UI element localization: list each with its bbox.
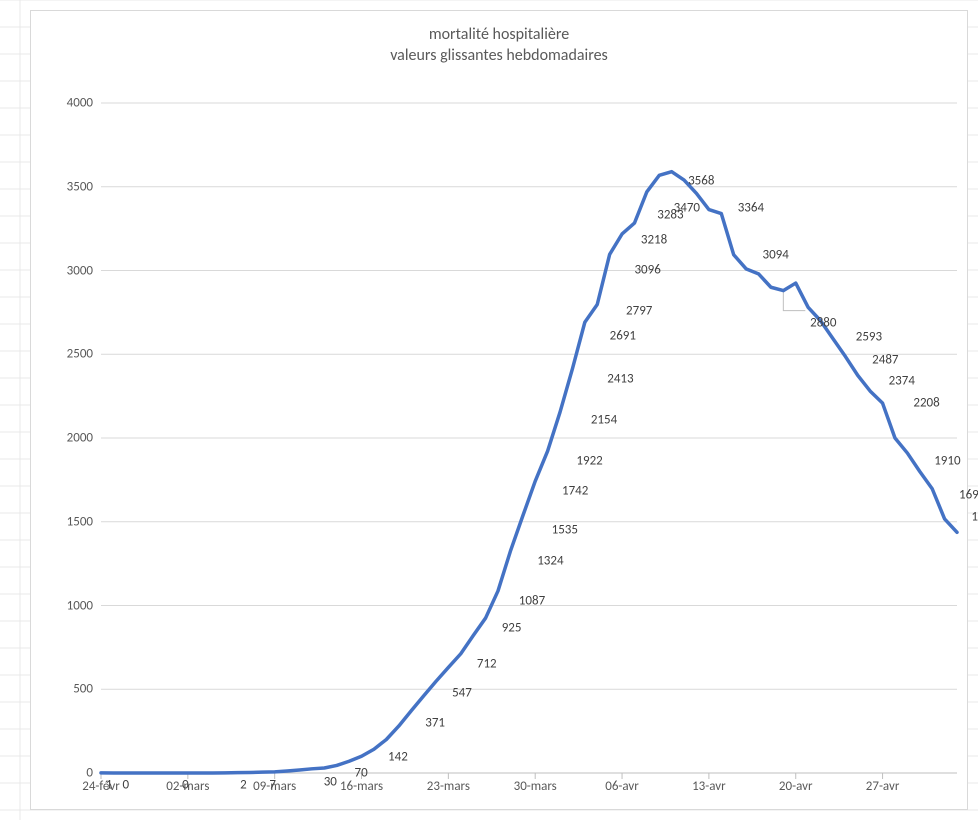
data-label: 371: [425, 715, 445, 730]
data-label: 1697: [959, 487, 978, 502]
x-tick-label: 27-avr: [866, 779, 900, 794]
data-label: 1: [106, 778, 113, 793]
data-label: 3568: [688, 174, 714, 189]
data-label: 547: [452, 686, 472, 701]
y-tick-label: 500: [73, 682, 93, 697]
x-tick-label: 06-avr: [605, 779, 639, 794]
y-tick-label: 2500: [67, 347, 93, 362]
data-label: 0: [182, 778, 189, 793]
data-label: 3470: [674, 200, 700, 215]
data-label: 1535: [552, 522, 578, 537]
data-label: 1742: [562, 484, 588, 499]
data-label: 925: [502, 621, 522, 636]
x-tick-label: 24-févr: [82, 779, 120, 794]
y-tick-label: 4000: [67, 96, 93, 111]
data-label: 2880: [810, 315, 836, 330]
y-tick-label: 2000: [67, 431, 93, 446]
plot-svg: [101, 103, 957, 773]
data-label: 3218: [641, 232, 667, 247]
data-label: 2413: [607, 371, 633, 386]
chart-title: mortalité hospitalière valeurs glissante…: [31, 11, 967, 67]
chart-title-line2: valeurs glissantes hebdomadaires: [390, 46, 608, 65]
data-label: 3364: [738, 200, 764, 215]
data-label: 2208: [913, 396, 939, 411]
data-label: 70: [355, 766, 368, 781]
data-label: 2691: [610, 329, 636, 344]
data-label: 1910: [934, 454, 960, 469]
x-tick-label: 13-avr: [692, 779, 726, 794]
data-label: 3096: [634, 263, 660, 278]
data-label: 0: [123, 778, 130, 793]
y-tick-label: 3000: [67, 263, 93, 278]
x-tick-label: 20-avr: [779, 779, 813, 794]
data-label: 3094: [763, 247, 789, 262]
y-tick-label: 3500: [67, 179, 93, 194]
data-label: 2797: [626, 303, 652, 318]
data-label: 1922: [576, 454, 602, 469]
data-label: 2: [240, 778, 247, 793]
data-label: 2374: [889, 374, 915, 389]
data-label: 7: [269, 778, 276, 793]
data-label: 142: [388, 750, 408, 765]
plot-region: 05001000150020002500300035004000 24-févr…: [101, 103, 957, 773]
x-tick-label: 30-mars: [514, 779, 557, 794]
data-label: 2487: [872, 353, 898, 368]
data-label: 2154: [591, 413, 617, 428]
data-label: 712: [477, 656, 497, 671]
data-label: 30: [324, 774, 337, 789]
y-tick-label: 1500: [67, 514, 93, 529]
x-tick-label: 16-mars: [340, 779, 383, 794]
chart-title-line1: mortalité hospitalière: [429, 25, 569, 44]
data-label: 1087: [519, 593, 545, 608]
y-tick-label: 1000: [67, 598, 93, 613]
x-tick-label: 23-mars: [427, 779, 470, 794]
data-label: 1324: [537, 554, 563, 569]
data-label: 1517: [971, 509, 978, 524]
chart-area: mortalité hospitalière valeurs glissante…: [30, 10, 968, 810]
data-label: 2593: [856, 329, 882, 344]
